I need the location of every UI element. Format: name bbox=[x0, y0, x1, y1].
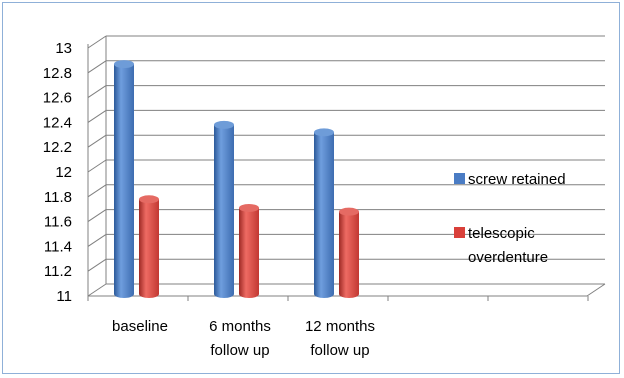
gridline-depth bbox=[87, 35, 107, 49]
legend-label-screw-retained: screw retained bbox=[468, 171, 566, 188]
gridline-depth bbox=[87, 134, 107, 148]
chart-bars bbox=[114, 60, 359, 298]
y-tick-label: 12.8 bbox=[43, 65, 72, 82]
y-tick-label: 12.6 bbox=[43, 90, 72, 107]
gridline-depth bbox=[87, 258, 107, 272]
chart-frame bbox=[2, 2, 620, 374]
y-tick-label: 13 bbox=[55, 40, 72, 57]
y-tick-label: 11.8 bbox=[44, 189, 72, 206]
y-tick-label: 11.2 bbox=[44, 263, 72, 280]
gridline-depth bbox=[87, 159, 107, 173]
bar-screw-retained-0 bbox=[114, 60, 134, 298]
bar-telescopic-overdenture-2 bbox=[339, 207, 359, 298]
bar-screw-retained-1 bbox=[214, 120, 234, 298]
gridline-depth bbox=[87, 209, 107, 223]
bar-telescopic-overdenture-0 bbox=[139, 195, 159, 298]
gridline-depth bbox=[87, 283, 107, 297]
y-tick-label: 11.4 bbox=[44, 238, 72, 255]
x-category-label: 6 months bbox=[209, 318, 271, 335]
y-tick-label: 11 bbox=[56, 288, 72, 305]
legend-label-telescopic-overdenture: overdenture bbox=[468, 249, 548, 266]
bar-screw-retained-2 bbox=[314, 128, 334, 298]
legend-label-telescopic-overdenture: telescopic bbox=[468, 225, 535, 242]
y-axis-ticks: 13 12.8 12.6 12.4 12.2 12 11.8 11.6 11.4 11.2 11 bbox=[43, 40, 72, 305]
gridline-depth bbox=[87, 233, 107, 247]
gridline-depth bbox=[87, 85, 107, 99]
chart-legend: screw retained telescopic overdenture bbox=[454, 171, 566, 266]
y-tick-label: 12 bbox=[55, 164, 72, 181]
legend-swatch-screw-retained bbox=[454, 173, 465, 184]
bar-telescopic-overdenture-1 bbox=[239, 203, 259, 298]
gridline-depth bbox=[87, 60, 107, 74]
x-category-label: 12 months bbox=[305, 318, 375, 335]
x-axis-categories: baseline 6 months follow up 12 months follow… bbox=[112, 318, 375, 359]
y-tick-label: 12.2 bbox=[43, 139, 72, 156]
x-category-label: follow up bbox=[310, 342, 369, 359]
floor-right-edge bbox=[586, 283, 606, 297]
x-category-label: baseline bbox=[112, 318, 168, 335]
y-tick-label: 12.4 bbox=[43, 114, 72, 131]
gridline-depth bbox=[87, 184, 107, 198]
y-tick-label: 11.6 bbox=[44, 214, 72, 231]
legend-swatch-telescopic-overdenture bbox=[454, 227, 465, 238]
gridline-depth bbox=[87, 109, 107, 123]
x-category-label: follow up bbox=[210, 342, 269, 359]
